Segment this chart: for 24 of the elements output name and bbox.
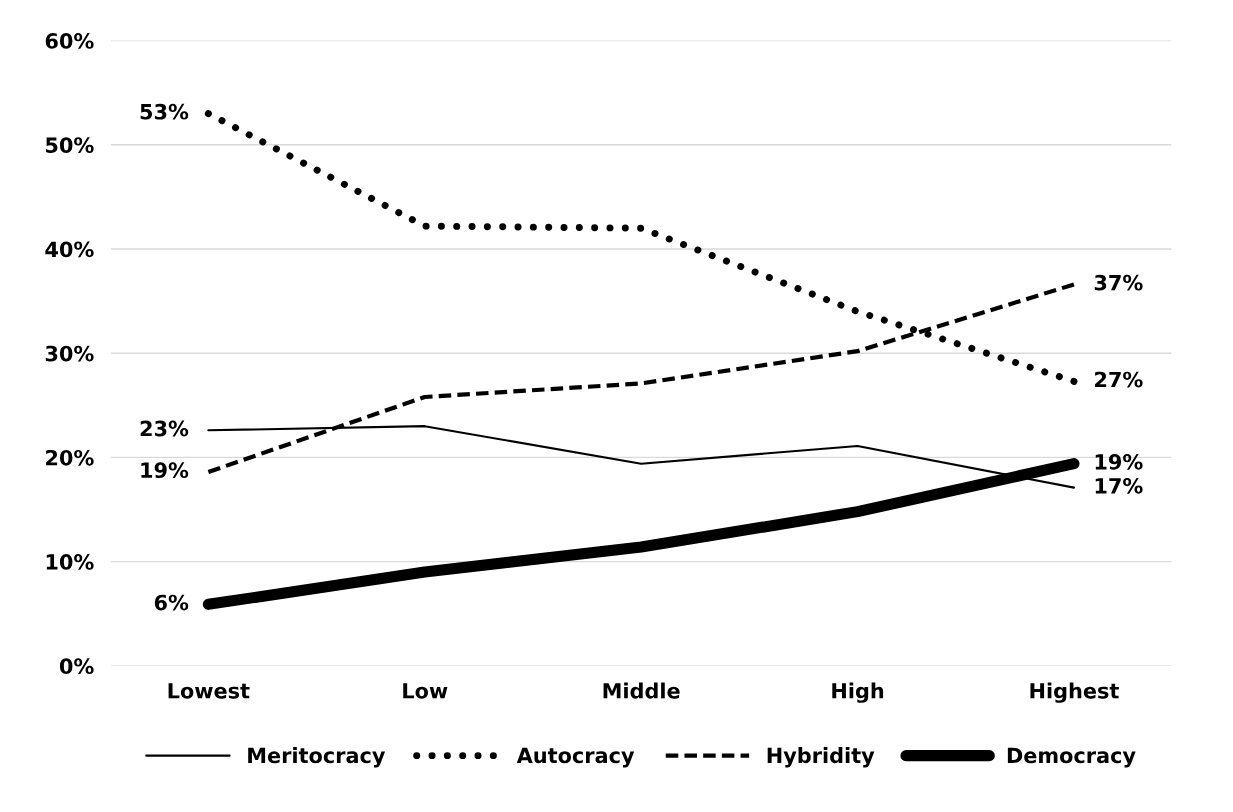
y-tick-label: 30% — [45, 345, 94, 362]
legend-label: Meritocracy — [248, 747, 386, 768]
legend-label: Hybridity — [767, 747, 875, 768]
y-tick-label: 50% — [46, 137, 94, 154]
data-label: 6% — [154, 594, 189, 611]
data-label: 53% — [140, 103, 189, 120]
x-tick-label: Highest — [1030, 682, 1119, 703]
y-tick-label: 10% — [46, 554, 94, 570]
legend-label: Democracy — [1007, 747, 1136, 768]
y-tick-label: 40% — [45, 241, 94, 258]
y-tick-label: 20% — [46, 449, 94, 466]
x-tick-label: Low — [403, 683, 448, 699]
x-tick-label: High — [832, 682, 884, 703]
legend-label: Autocracy — [516, 747, 635, 768]
data-label: 23% — [140, 420, 189, 437]
data-label: 19% — [141, 462, 189, 479]
data-label: 27% — [1095, 371, 1143, 388]
data-label: 37% — [1094, 274, 1143, 291]
data-label: 19% — [1095, 453, 1143, 470]
data-label: 17% — [1095, 477, 1143, 494]
x-tick-label: Middle — [603, 682, 680, 699]
y-tick-label: 60% — [45, 33, 94, 49]
y-tick-label: 0% — [59, 658, 94, 675]
x-tick-label: Lowest — [168, 683, 250, 699]
